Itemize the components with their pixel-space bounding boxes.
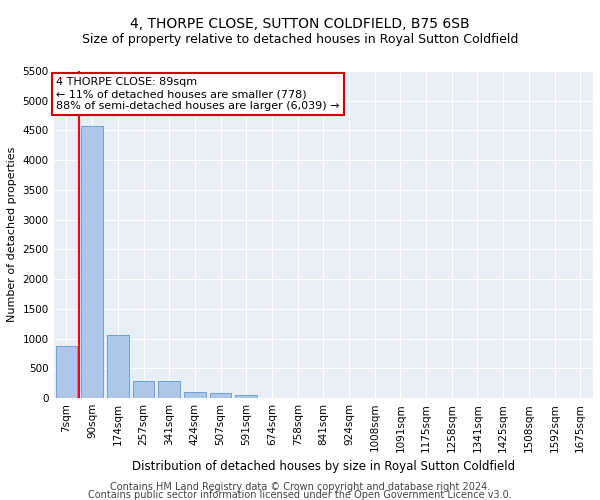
Bar bbox=[235, 395, 257, 398]
Y-axis label: Number of detached properties: Number of detached properties bbox=[7, 147, 17, 322]
Bar bbox=[184, 392, 206, 398]
Bar bbox=[209, 393, 232, 398]
Bar bbox=[158, 382, 180, 398]
Text: 4, THORPE CLOSE, SUTTON COLDFIELD, B75 6SB: 4, THORPE CLOSE, SUTTON COLDFIELD, B75 6… bbox=[130, 18, 470, 32]
Text: 4 THORPE CLOSE: 89sqm
← 11% of detached houses are smaller (778)
88% of semi-det: 4 THORPE CLOSE: 89sqm ← 11% of detached … bbox=[56, 78, 340, 110]
Bar bbox=[133, 381, 154, 398]
Bar bbox=[56, 346, 77, 398]
X-axis label: Distribution of detached houses by size in Royal Sutton Coldfield: Distribution of detached houses by size … bbox=[132, 460, 515, 473]
Text: Contains public sector information licensed under the Open Government Licence v3: Contains public sector information licen… bbox=[88, 490, 512, 500]
Text: Size of property relative to detached houses in Royal Sutton Coldfield: Size of property relative to detached ho… bbox=[82, 32, 518, 46]
Bar bbox=[81, 126, 103, 398]
Bar bbox=[107, 335, 129, 398]
Text: Contains HM Land Registry data © Crown copyright and database right 2024.: Contains HM Land Registry data © Crown c… bbox=[110, 482, 490, 492]
